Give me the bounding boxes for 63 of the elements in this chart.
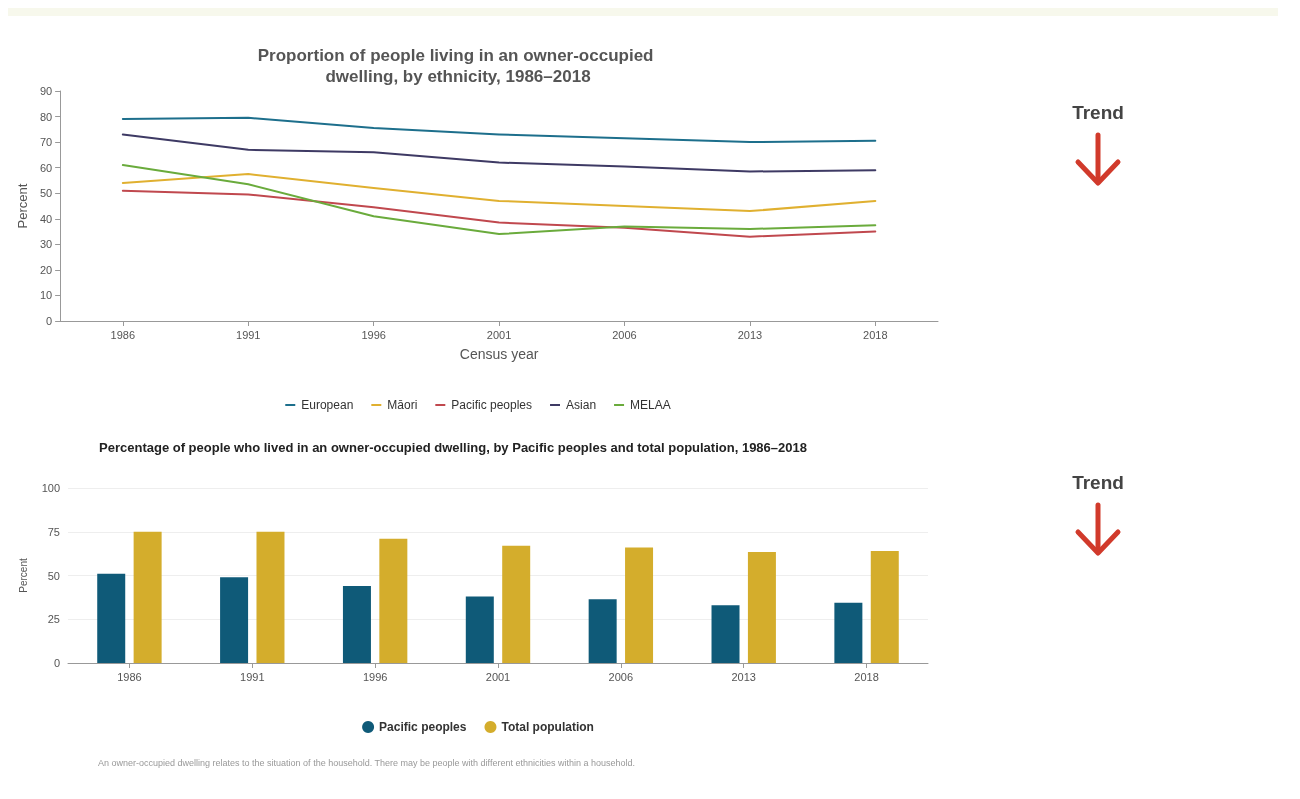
x-tick-label: 2013 <box>731 670 756 683</box>
y-tick-label: 90 <box>39 85 53 97</box>
bar <box>465 596 494 663</box>
y-tick-label: 20 <box>39 263 53 276</box>
legend-label: Asian <box>566 398 597 412</box>
bar <box>220 577 249 663</box>
bar <box>502 545 531 663</box>
chart-title: Proportion of people living in an owner-occupied dwelling, by ethnicity, 1986–2018 <box>257 46 659 86</box>
bar <box>97 573 126 663</box>
bar <box>133 531 162 663</box>
legend-label: Māori <box>387 398 418 412</box>
bar <box>834 602 863 663</box>
bar <box>588 599 617 663</box>
y-tick-label: 70 <box>39 136 53 149</box>
x-tick-label: 2018 <box>863 328 888 341</box>
legend-label: European <box>301 398 354 412</box>
x-tick-label: 1996 <box>362 670 388 683</box>
bar <box>379 538 408 663</box>
text: Trend <box>1071 102 1125 124</box>
bar <box>625 547 654 663</box>
bar <box>711 605 740 663</box>
x-tick-label: 1996 <box>361 328 386 341</box>
bar <box>870 551 899 663</box>
chart-title: Percentage of people who lived in an owner-occupied dwelling, by Pacific peoples and total population, 1986–2018 <box>99 440 807 455</box>
y-tick-label: 50 <box>39 187 53 200</box>
line-series <box>121 116 877 144</box>
x-tick-label: 2001 <box>485 670 511 683</box>
legend-label: Pacific peoples <box>379 720 467 734</box>
y-tick-label: 30 <box>39 238 53 251</box>
bar <box>747 551 776 663</box>
y-tick-label: 100 <box>41 482 60 494</box>
text: Trend <box>1071 472 1125 494</box>
legend-label: Pacific peoples <box>451 398 533 412</box>
y-axis-title: Percent <box>15 183 30 229</box>
legend-label: MELAA <box>630 398 671 412</box>
y-tick-label: 80 <box>39 110 53 123</box>
line-series <box>121 164 877 236</box>
legend-label: Total population <box>501 720 594 734</box>
x-tick-label: 2018 <box>854 670 879 683</box>
line-series <box>121 133 877 173</box>
x-tick-label: 2006 <box>608 670 634 683</box>
line-series <box>121 189 877 238</box>
y-tick-label: 75 <box>47 525 60 538</box>
y-tick-label: 40 <box>39 212 53 225</box>
bar <box>256 531 285 663</box>
y-axis-title: Percent <box>17 558 29 593</box>
y-tick-label: 25 <box>47 613 60 626</box>
y-tick-label: 60 <box>39 161 53 174</box>
x-tick-label: 1986 <box>117 670 142 683</box>
x-tick-label: 2001 <box>486 328 512 341</box>
line-series <box>121 173 877 213</box>
x-tick-label: 1986 <box>110 328 136 341</box>
y-tick-label: 0 <box>46 315 53 327</box>
y-tick-label: 10 <box>39 289 53 302</box>
text: An owner-occupied dwelling relates to the situation of the household. There may be people with different ethnicities within a household. <box>98 758 636 768</box>
x-tick-label: 2006 <box>612 328 637 341</box>
bar <box>342 586 371 663</box>
x-tick-label: 2013 <box>737 328 763 341</box>
y-tick-label: 0 <box>53 657 60 669</box>
x-tick-label: 1991 <box>240 670 265 683</box>
x-tick-label: 1991 <box>236 328 261 341</box>
x-axis-title: Census year <box>459 346 539 362</box>
y-tick-label: 50 <box>47 569 60 582</box>
